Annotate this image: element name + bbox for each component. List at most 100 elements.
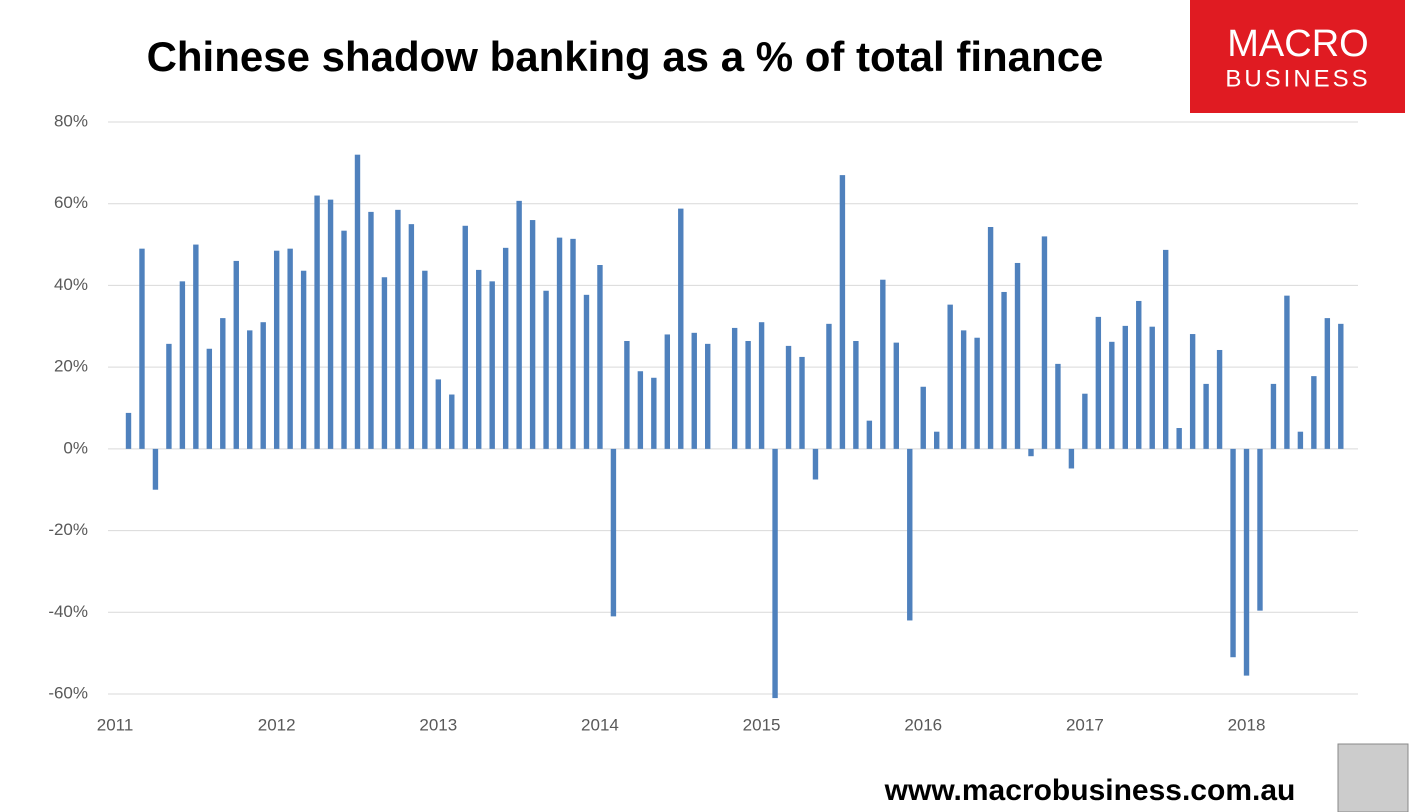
bar	[597, 265, 603, 449]
bar	[314, 195, 320, 449]
bar	[1136, 300, 1142, 449]
bar	[637, 371, 644, 449]
bar	[1041, 236, 1048, 449]
bar	[287, 248, 293, 449]
bar	[987, 227, 994, 449]
bar	[1162, 249, 1169, 449]
bar	[691, 332, 697, 449]
bar	[570, 238, 576, 449]
bar	[799, 356, 805, 449]
bar	[1176, 428, 1182, 449]
x-tick-label: 2018	[1228, 715, 1266, 734]
bar	[529, 220, 536, 449]
bar	[1216, 349, 1223, 449]
x-tick-label: 2015	[743, 715, 781, 734]
bar	[651, 377, 657, 449]
bar	[260, 322, 266, 449]
bar	[206, 348, 213, 449]
y-tick-label: 80%	[54, 111, 88, 130]
bar	[1243, 448, 1250, 676]
bar	[1109, 341, 1115, 449]
bar	[449, 394, 455, 449]
bar	[166, 343, 172, 449]
bar	[1082, 393, 1088, 449]
bar	[907, 448, 913, 621]
bar	[1284, 295, 1290, 449]
bar	[893, 342, 899, 449]
bar	[1324, 318, 1331, 449]
chart-title: Chinese shadow banking as a % of total f…	[147, 33, 1104, 80]
x-tick-label: 2016	[904, 715, 942, 734]
bar	[502, 247, 509, 449]
bar	[1149, 326, 1155, 449]
bar	[220, 318, 226, 449]
bar	[139, 248, 145, 449]
bar	[179, 281, 186, 449]
bar	[583, 294, 590, 449]
bar	[125, 412, 132, 449]
bar	[1028, 448, 1034, 457]
y-tick-label: -20%	[48, 520, 88, 539]
bar	[1189, 334, 1196, 449]
bar	[880, 279, 886, 449]
bar	[853, 340, 859, 449]
bar	[1257, 448, 1263, 611]
bar	[1297, 431, 1304, 449]
bar	[934, 431, 940, 449]
bar	[381, 277, 388, 449]
bar	[193, 244, 199, 449]
logo-text: MACRO	[1227, 23, 1368, 65]
bar	[327, 199, 334, 449]
bar	[1095, 316, 1102, 449]
bar	[556, 237, 563, 449]
y-tick-label: 0%	[63, 438, 88, 457]
bar	[624, 340, 630, 449]
bar	[745, 340, 751, 449]
x-tick-label: 2013	[419, 715, 457, 734]
y-tick-label: 60%	[54, 193, 88, 212]
bar	[974, 337, 980, 449]
bar	[462, 225, 468, 449]
bar	[920, 386, 926, 449]
bar	[758, 322, 765, 449]
y-tick-label: 20%	[54, 357, 88, 376]
x-tick-label: 2012	[258, 715, 296, 734]
bar	[839, 175, 846, 449]
bar	[152, 448, 159, 490]
bar	[664, 334, 671, 449]
logo-box	[1190, 0, 1405, 113]
bar	[705, 343, 711, 449]
bar	[273, 250, 280, 449]
bar	[1001, 291, 1007, 449]
bar	[1311, 376, 1317, 449]
bar	[247, 330, 253, 449]
logo-icon	[1337, 743, 1409, 812]
bar	[772, 448, 778, 699]
bar	[516, 200, 522, 449]
bar	[368, 211, 374, 449]
y-tick-label: -40%	[48, 602, 88, 621]
footer-url: www.macrobusiness.com.au	[884, 774, 1296, 807]
bar	[1014, 262, 1021, 449]
bar	[476, 269, 482, 449]
bar	[300, 270, 307, 449]
bar	[866, 420, 873, 449]
bar	[826, 323, 832, 449]
bar	[435, 379, 442, 449]
bar	[1122, 325, 1128, 449]
bar	[543, 290, 549, 449]
bar	[947, 304, 953, 449]
x-tick-label: 2014	[581, 715, 619, 734]
bar	[1270, 383, 1277, 449]
bar	[1203, 383, 1209, 449]
bar	[1055, 363, 1061, 449]
x-tick-label: 2011	[97, 715, 134, 734]
bar	[731, 327, 738, 449]
bar	[812, 448, 819, 480]
y-tick-label: 40%	[54, 275, 88, 294]
bar	[785, 345, 792, 449]
bar	[678, 208, 684, 449]
bar	[408, 224, 415, 449]
bar	[341, 230, 347, 449]
